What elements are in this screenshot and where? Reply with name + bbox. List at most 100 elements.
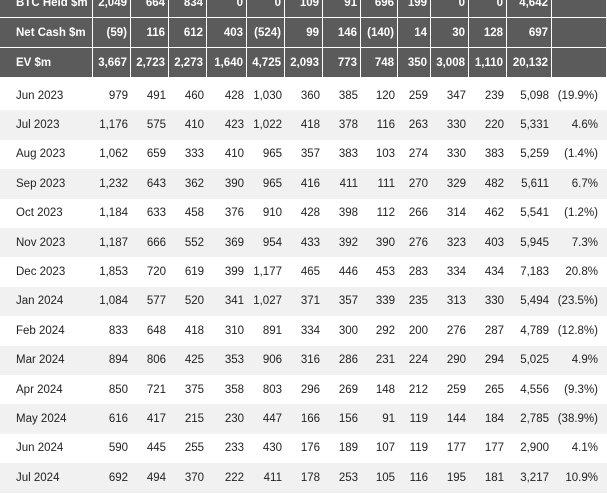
row-value: 111 xyxy=(377,177,395,190)
row-value: 200 xyxy=(408,324,428,337)
row-value: 482 xyxy=(484,177,504,190)
row-value: 643 xyxy=(146,177,166,190)
row-value: 1,177 xyxy=(253,266,282,279)
row-value: 659 xyxy=(146,148,166,161)
row-value: 1,176 xyxy=(99,119,128,132)
row-value: 233 xyxy=(224,442,244,455)
header-value: 350 xyxy=(398,48,431,78)
row-value: 1,184 xyxy=(99,207,128,220)
row-value: 410 xyxy=(184,119,204,132)
row-change: 4.9% xyxy=(571,354,598,367)
row-value: 181 xyxy=(484,471,504,484)
row-value: 274 xyxy=(408,148,428,161)
row-value: 177 xyxy=(446,442,466,455)
row-value: 357 xyxy=(338,295,358,308)
row-value: 144 xyxy=(446,413,466,426)
row-value: 894 xyxy=(108,354,128,367)
row-value: 339 xyxy=(375,295,395,308)
row-change: 7.3% xyxy=(571,236,598,249)
row-value: 411 xyxy=(263,471,282,484)
row-label: Mar 2024 xyxy=(16,354,65,367)
row-value: 434 xyxy=(484,266,504,279)
row-value: 177 xyxy=(484,442,504,455)
header-value: 1,110 xyxy=(469,48,507,78)
row-label: Oct 2023 xyxy=(16,207,63,220)
row-label: Jan 2024 xyxy=(16,295,64,308)
row-value: 1,062 xyxy=(99,148,128,161)
row-value: 806 xyxy=(146,354,166,367)
row-value: 314 xyxy=(446,207,466,220)
row-value: 300 xyxy=(338,324,358,337)
row-value: 433 xyxy=(300,236,320,249)
header-value: 2,723 xyxy=(131,48,169,78)
row-value: 287 xyxy=(484,324,504,337)
row-value: 520 xyxy=(184,295,204,308)
header-value: (524) xyxy=(247,18,285,48)
row-change: 4.1% xyxy=(571,442,598,455)
row-value: 176 xyxy=(300,442,320,455)
row-bg xyxy=(0,463,607,493)
row-label: Jun 2024 xyxy=(16,442,64,455)
row-value: 666 xyxy=(146,236,166,249)
row-value: 850 xyxy=(108,383,128,396)
row-value: 616 xyxy=(108,413,128,426)
row-value: 720 xyxy=(146,266,166,279)
header-value: 2,273 xyxy=(169,48,207,78)
row-value: 323 xyxy=(446,236,466,249)
row-value: 259 xyxy=(408,89,428,102)
header-value: 773 xyxy=(323,48,361,78)
row-bg xyxy=(0,345,607,375)
row-label: Dec 2023 xyxy=(16,266,66,279)
row-value: 445 xyxy=(146,442,166,455)
row-value: 5,494 xyxy=(520,295,549,308)
header-blank xyxy=(552,18,607,48)
row-value: 224 xyxy=(408,354,428,367)
row-value: 494 xyxy=(146,471,166,484)
row-value: 316 xyxy=(300,354,320,367)
row-value: 107 xyxy=(375,442,395,455)
header-value: 99 xyxy=(285,18,323,48)
row-value: 1,187 xyxy=(99,236,128,249)
row-value: 423 xyxy=(224,119,244,132)
row-value: 276 xyxy=(446,324,466,337)
row-value: 1,084 xyxy=(99,295,128,308)
row-value: 411 xyxy=(339,177,358,190)
row-value: 552 xyxy=(184,236,204,249)
row-value: 189 xyxy=(338,442,358,455)
row-label: Feb 2024 xyxy=(16,324,65,337)
row-value: 416 xyxy=(300,177,320,190)
row-value: 358 xyxy=(224,383,244,396)
row-bg xyxy=(0,257,607,287)
row-value: 347 xyxy=(446,89,466,102)
row-change: 10.9% xyxy=(565,471,598,484)
row-bg xyxy=(0,433,607,464)
header-value: 2,093 xyxy=(285,48,323,78)
row-value: 390 xyxy=(224,177,244,190)
row-value: 178 xyxy=(300,471,320,484)
row-value: 446 xyxy=(338,266,358,279)
row-label: Jun 2023 xyxy=(16,89,64,102)
row-value: 105 xyxy=(375,471,395,484)
row-value: 965 xyxy=(262,148,282,161)
row-value: 212 xyxy=(408,383,428,396)
row-value: 803 xyxy=(262,383,282,396)
row-value: 292 xyxy=(375,324,395,337)
row-value: 120 xyxy=(375,89,395,102)
row-bg xyxy=(0,228,607,258)
row-value: 891 xyxy=(262,324,282,337)
row-value: 341 xyxy=(224,295,244,308)
row-value: 360 xyxy=(300,89,320,102)
row-value: 255 xyxy=(184,442,204,455)
row-change: (38.9%) xyxy=(557,413,598,426)
header-value: 403 xyxy=(207,18,247,48)
row-value: 430 xyxy=(262,442,282,455)
row-change: (19.9%) xyxy=(557,89,598,102)
header-value: 14 xyxy=(398,18,431,48)
row-value: 357 xyxy=(300,148,320,161)
row-value: 266 xyxy=(408,207,428,220)
row-label: Sep 2023 xyxy=(16,177,66,190)
header-label: EV $m xyxy=(0,48,93,78)
row-label: Jul 2023 xyxy=(16,119,60,132)
row-value: 116 xyxy=(409,471,428,484)
